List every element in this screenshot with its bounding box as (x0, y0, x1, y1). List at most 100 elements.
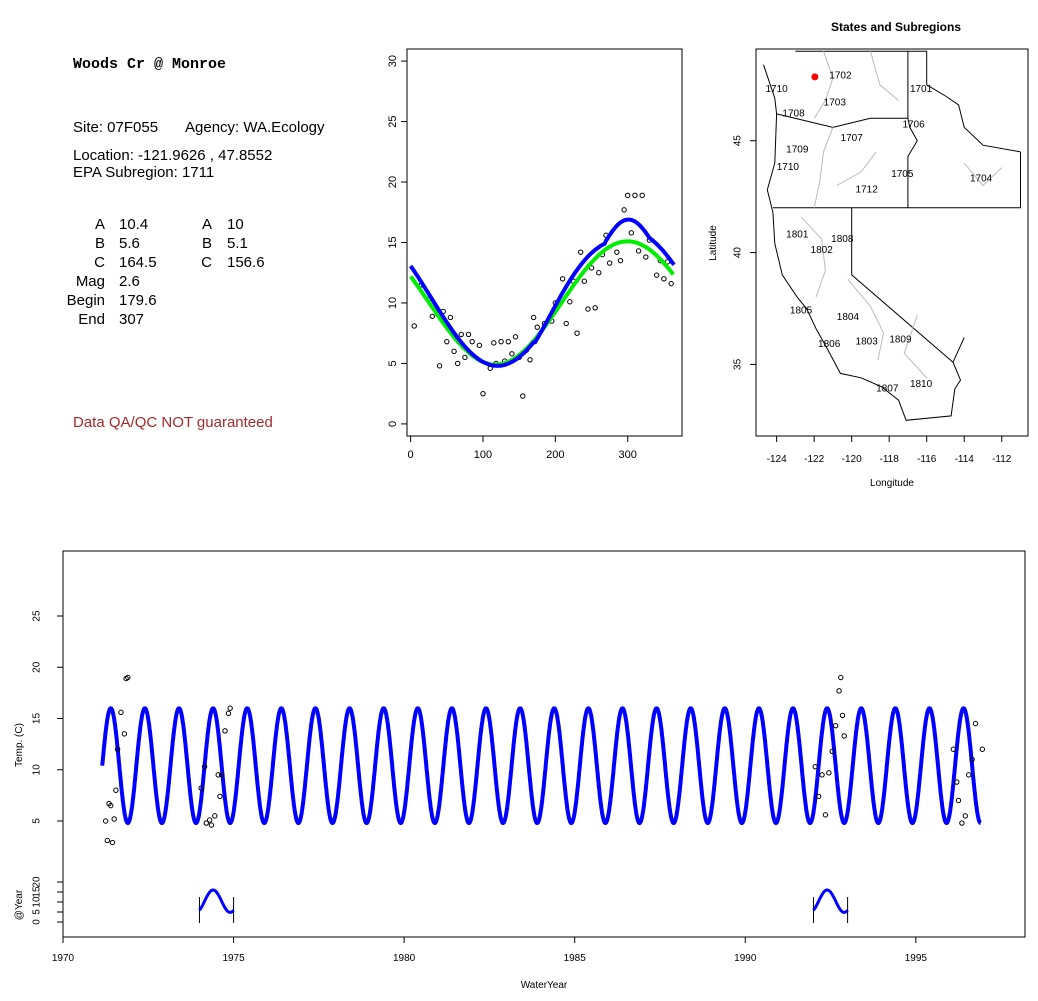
param-value: 156.6 (227, 254, 265, 271)
data-point (111, 816, 117, 822)
y-tick-label: 20 (32, 661, 43, 673)
y2-tick-label: 20 (32, 876, 43, 888)
data-point (203, 820, 209, 826)
data-point (476, 342, 483, 348)
x-tick-label: 1970 (52, 953, 75, 964)
subregion-border (836, 151, 877, 186)
overlay-fit (812, 888, 849, 914)
data-point (812, 763, 818, 770)
x-tick-label: 1975 (222, 953, 245, 964)
subregion-border (800, 216, 826, 298)
y-tick-label: 15 (32, 713, 43, 725)
data-point (118, 709, 124, 716)
data-point (102, 818, 109, 824)
param-label: B (201, 235, 212, 252)
data-point (841, 733, 847, 739)
data-point (469, 338, 475, 345)
x-tick-label: 1990 (734, 953, 757, 964)
state-border (851, 207, 954, 363)
data-point (559, 276, 566, 282)
data-point (520, 393, 526, 399)
param-label: C (94, 254, 105, 271)
data-point (826, 770, 832, 776)
data-point (527, 357, 533, 363)
data-point (836, 688, 842, 694)
param-value: 164.5 (119, 254, 157, 271)
data-point (458, 331, 464, 338)
param-value: 179.6 (119, 292, 157, 309)
param-label: C (201, 254, 212, 271)
data-point (217, 793, 223, 800)
subregion-label: 1804 (837, 312, 860, 323)
subregion-label: 1710 (777, 162, 800, 173)
fit-line (100, 706, 982, 826)
data-point (962, 813, 969, 819)
data-point (567, 299, 573, 305)
data-point (109, 839, 116, 846)
data-point (411, 323, 417, 329)
x-tick-label: 300 (619, 449, 637, 461)
x-tick-label: -112 (992, 454, 1012, 465)
agency-label: Agency: WA.Ecology (185, 119, 325, 136)
map-frame (755, 48, 1029, 437)
data-point (225, 710, 232, 717)
plot-frame (62, 550, 1026, 938)
data-point (643, 254, 649, 260)
subregion-label: 1805 (790, 305, 813, 316)
data-point (436, 363, 443, 369)
y-axis-label: Temp. (C) (14, 723, 25, 767)
param-label: A (201, 216, 212, 233)
data-point (509, 351, 515, 357)
y-axis-label: Latitude (708, 225, 719, 261)
data-point (661, 276, 667, 282)
data-point (819, 772, 825, 778)
y-tick-label: 25 (32, 610, 43, 622)
y2-tick-label: 0 (32, 919, 43, 925)
data-point (462, 354, 468, 361)
data-point (955, 797, 962, 804)
data-point (512, 334, 519, 340)
data-point (815, 793, 822, 800)
param-value: 2.6 (119, 273, 140, 290)
data-point (227, 705, 233, 711)
x-tick-label: -120 (842, 454, 862, 465)
data-point (201, 763, 208, 770)
data-point (839, 712, 846, 719)
data-point (447, 314, 454, 321)
y-tick-label: 5 (387, 360, 399, 366)
location-label: Location: -121.9626 , 47.8552 (73, 147, 273, 164)
data-point (574, 330, 580, 336)
y-tick-label: 25 (387, 115, 399, 127)
data-point (966, 772, 972, 778)
data-point (614, 249, 620, 255)
data-point (215, 772, 221, 778)
param-label: Begin (66, 292, 105, 309)
subregion-border (847, 279, 885, 361)
subregion-label: 1707 (841, 133, 864, 144)
subregion-label: 1801 (786, 229, 809, 240)
data-point (480, 390, 486, 397)
param-label: B (94, 235, 105, 252)
subregion-label: 1808 (831, 234, 854, 245)
x-tick-label: 0 (408, 449, 414, 461)
x-tick-label: 1980 (393, 953, 416, 964)
data-point (125, 674, 131, 681)
data-point (639, 192, 645, 199)
data-point (959, 820, 965, 826)
subregion-label: 1810 (910, 379, 933, 390)
data-point (969, 756, 975, 763)
x-tick-label: -122 (804, 454, 824, 465)
data-point (954, 779, 960, 785)
x-tick-label: 100 (474, 449, 492, 461)
subregion-label: 1705 (891, 169, 914, 180)
map-title: States and Subregions (831, 20, 961, 34)
y2-tick-label: 15 (32, 886, 43, 898)
x-axis-label: WaterYear (521, 980, 568, 991)
y-tick-label: 20 (387, 176, 399, 188)
param-value: 5.1 (227, 235, 248, 252)
data-point (429, 313, 436, 319)
param-value: 5.6 (119, 235, 140, 252)
data-point (668, 280, 674, 287)
data-point (585, 306, 591, 312)
